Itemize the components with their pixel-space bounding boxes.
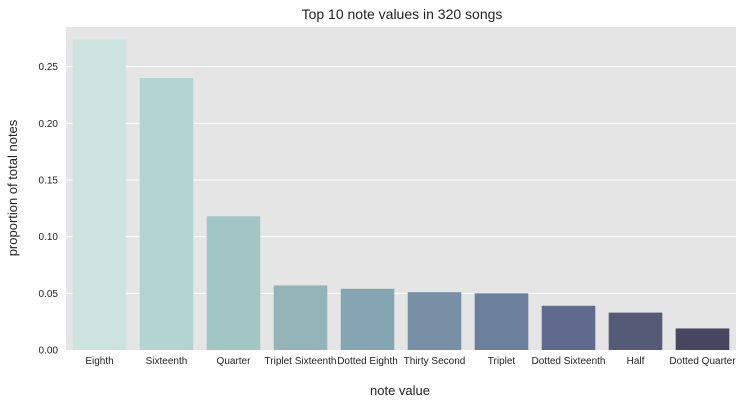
bar-sixteenth [139, 78, 194, 350]
x-tick-label: Dotted Quarter [669, 356, 736, 367]
bar-triplet [474, 293, 529, 350]
y-tick-label: 0.05 [39, 289, 59, 300]
bar-dotted-quarter [675, 328, 730, 350]
x-tick-label: Quarter [217, 356, 252, 367]
y-tick-label: 0.20 [39, 119, 59, 130]
bar-eighth [72, 39, 127, 350]
bar-thirty-second [407, 292, 462, 350]
y-axis-label: proportion of total notes [5, 119, 20, 256]
x-axis-label: note value [370, 383, 430, 398]
x-tick-label: Dotted Eighth [337, 356, 398, 367]
y-tick-label: 0.25 [39, 62, 59, 73]
x-tick-label: Half [627, 356, 645, 367]
x-tick-label: Eighth [85, 356, 113, 367]
bars [72, 39, 730, 350]
y-tick-label: 0.10 [39, 232, 59, 243]
bar-triplet-sixteenth [273, 285, 328, 350]
x-tick-label: Triplet [488, 356, 516, 367]
x-tick-label: Thirty Second [404, 356, 466, 367]
y-tick-label: 0.00 [39, 346, 59, 357]
bar-quarter [206, 216, 261, 350]
bar-dotted-eighth [340, 288, 395, 350]
x-tick-label: Dotted Sixteenth [532, 356, 606, 367]
y-tick-label: 0.15 [39, 176, 59, 187]
x-tick-label: Sixteenth [146, 356, 188, 367]
x-tick-label: Triplet Sixteenth [265, 356, 337, 367]
bar-dotted-sixteenth [541, 305, 596, 350]
chart-title: Top 10 note values in 320 songs [302, 6, 503, 22]
bar-half [608, 312, 663, 350]
y-tick-labels: 0.00 0.05 0.10 0.15 0.20 0.25 [39, 62, 59, 356]
x-tick-labels: Eighth Sixteenth Quarter Triplet Sixteenth D… [85, 356, 736, 367]
